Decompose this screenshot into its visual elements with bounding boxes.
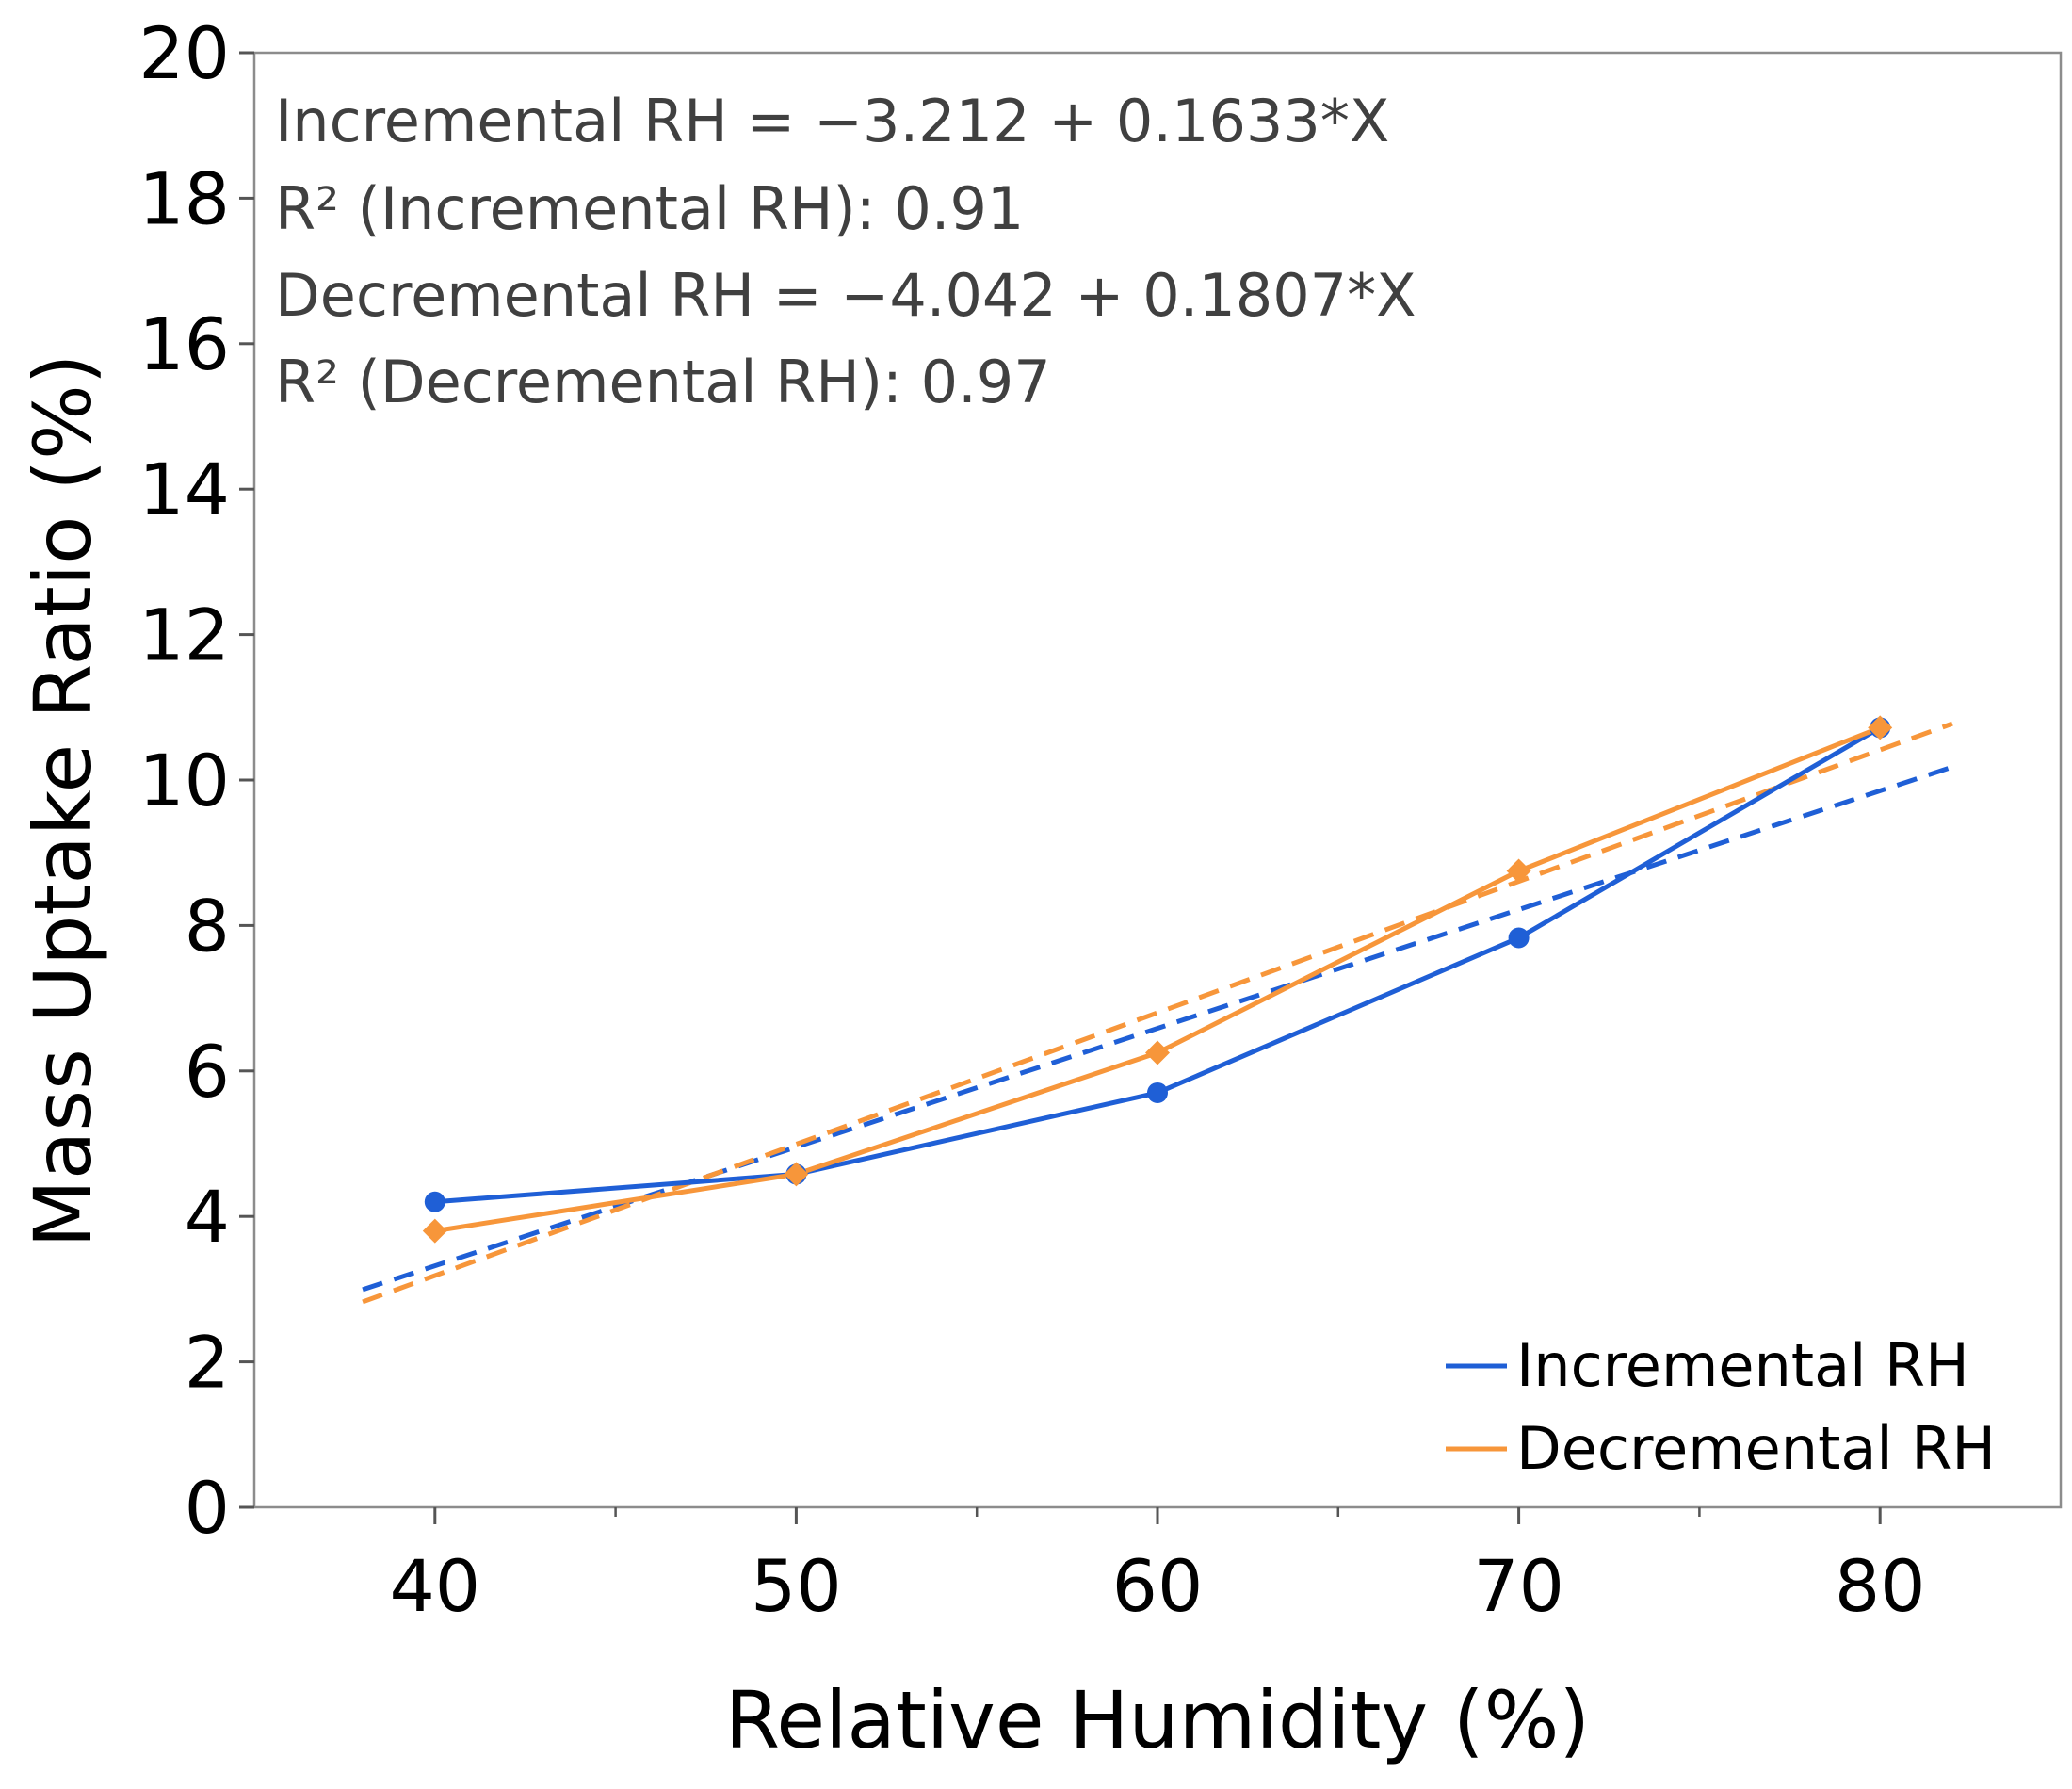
fit-lines: [362, 721, 1953, 1305]
annotation-incremental-equation: Incremental RH = −3.212 + 0.1633*X: [275, 87, 1389, 155]
y-tick-label: 18: [138, 156, 230, 240]
y-tick-label: 20: [138, 11, 230, 95]
fit-line-decremental-rh: [362, 721, 1953, 1305]
x-axis-title: Relative Humidity (%): [725, 1674, 1590, 1766]
point-decremental-rh: [784, 1162, 809, 1187]
y-tick-label: 12: [138, 594, 230, 677]
y-tick-label: 16: [138, 302, 230, 386]
legend: Incremental RH Decremental RH: [1446, 1331, 1996, 1483]
y-tick-label: 8: [185, 884, 230, 968]
legend-label-decremental: Decremental RH: [1516, 1414, 1996, 1483]
point-decremental-rh: [1506, 858, 1531, 884]
legend-label-incremental: Incremental RH: [1516, 1331, 1969, 1400]
series-line-incremental-rh: [434, 725, 1882, 1205]
markers: [422, 715, 1893, 1244]
point-decremental-rh: [1145, 1040, 1170, 1065]
annotations: Incremental RH = −3.212 + 0.1633*X R² (I…: [275, 87, 1416, 416]
y-axis-title: Mass Uptake Ratio (%): [17, 353, 109, 1247]
annotation-incremental-r2: R² (Incremental RH): 0.91: [275, 174, 1024, 243]
point-incremental-rh: [1147, 1082, 1168, 1103]
annotation-decremental-equation: Decremental RH = −4.042 + 0.1807*X: [275, 261, 1416, 330]
point-decremental-rh: [422, 1218, 447, 1244]
series-line-decremental-rh: [434, 725, 1882, 1234]
x-tick-label: 70: [1473, 1544, 1564, 1628]
y-tick-label: 0: [185, 1466, 230, 1550]
point-incremental-rh: [1508, 927, 1530, 949]
x-axis: 40 50 60 70 80: [389, 1507, 1926, 1628]
y-tick-label: 6: [185, 1030, 230, 1114]
fit-line-incremental-rh: [362, 764, 1953, 1293]
point-incremental-rh: [424, 1191, 445, 1212]
y-tick-label: 4: [185, 1175, 230, 1259]
y-tick-label: 14: [138, 447, 230, 531]
y-axis: 0 2 4 6 8 10 12 14 16 18 20: [138, 11, 254, 1550]
annotation-decremental-r2: R² (Decremental RH): 0.97: [275, 348, 1051, 416]
point-decremental-rh: [1868, 715, 1893, 740]
x-tick-label: 60: [1112, 1544, 1204, 1628]
x-tick-label: 50: [751, 1544, 842, 1628]
y-tick-label: 10: [138, 739, 230, 822]
x-tick-label: 80: [1835, 1544, 1926, 1628]
x-tick-label: 40: [389, 1544, 480, 1628]
series-lines: [434, 725, 1882, 1234]
y-tick-label: 2: [185, 1321, 230, 1405]
